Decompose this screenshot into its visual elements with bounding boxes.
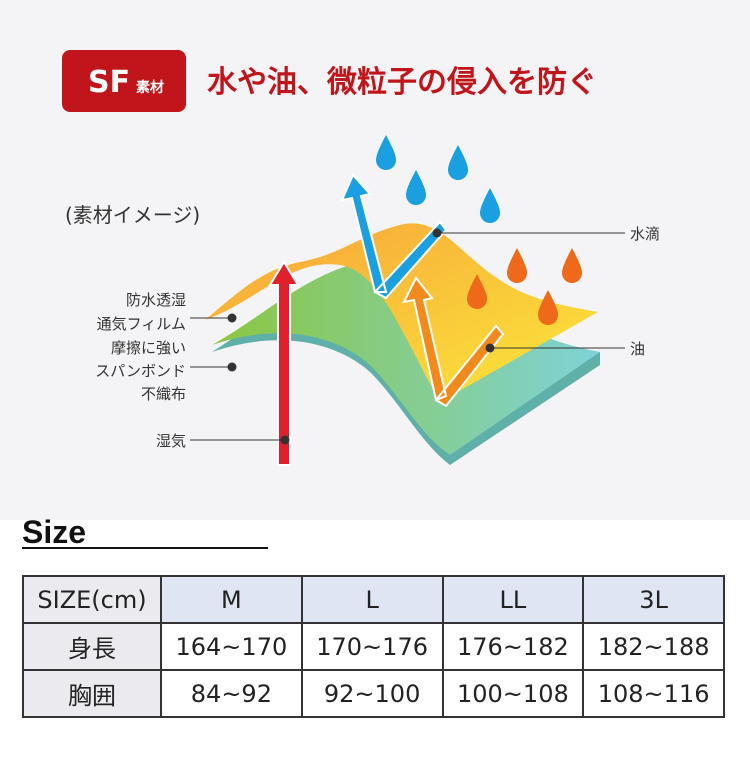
badge-main: SF (88, 65, 130, 100)
header-cell: L (300, 575, 444, 624)
row-label: 身長 (22, 622, 162, 671)
label-spunbond: 不織布 (141, 385, 186, 403)
cell: 84~92 (160, 669, 303, 718)
row-label: 胸囲 (22, 669, 162, 718)
header-cell: SIZE(cm) (22, 575, 162, 624)
film-layer (205, 223, 598, 402)
cell: 176~182 (441, 622, 585, 671)
cell: 182~188 (582, 622, 725, 671)
caption: (素材イメージ) (65, 203, 200, 227)
label-film: 通気フィルム (97, 315, 186, 333)
heading-underline (22, 547, 268, 549)
header-cell: 3L (582, 575, 725, 624)
infographic: SF 素材 水や油、微粒子の侵入を防ぐ (素材イメージ) 水滴 油 防水透湿 通… (0, 0, 750, 520)
moisture-arrow (268, 260, 300, 466)
callout-dots (227, 228, 495, 445)
cell: 92~100 (300, 669, 444, 718)
badge (62, 50, 186, 112)
body-row: 身長 164~170 170~176 176~182 182~188 (22, 622, 725, 671)
water-arrow (340, 173, 448, 300)
size-table: SIZE(cm) M L LL 3L 身長 164~170 170~176 176~182 182… (22, 575, 725, 718)
label-film: 防水透湿 (126, 291, 186, 309)
label-spunbond: スパンボンド (95, 362, 186, 380)
water-drops (376, 135, 500, 223)
oil-drops (467, 248, 582, 325)
cell: 164~170 (160, 622, 303, 671)
body-row: 胸囲 84~92 92~100 100~108 108~116 (22, 669, 725, 718)
title: 水や油、微粒子の侵入を防ぐ (207, 65, 597, 100)
badge-sub: 素材 (136, 79, 164, 96)
label-oil: 油 (630, 340, 645, 358)
cell: 100~108 (441, 669, 585, 718)
oil-arrow (402, 276, 505, 408)
size-heading: Size (22, 514, 87, 550)
header-cell: M (160, 575, 303, 624)
label-water: 水滴 (630, 225, 660, 243)
cell: 170~176 (300, 622, 444, 671)
callout-lines (190, 232, 625, 441)
cell: 108~116 (582, 669, 725, 718)
header-row: SIZE(cm) M L LL 3L (22, 575, 725, 624)
label-spunbond: 摩擦に強い (111, 339, 186, 357)
spunbond-layer (212, 259, 600, 455)
label-moisture: 湿気 (156, 432, 186, 450)
header-cell: LL (441, 575, 585, 624)
